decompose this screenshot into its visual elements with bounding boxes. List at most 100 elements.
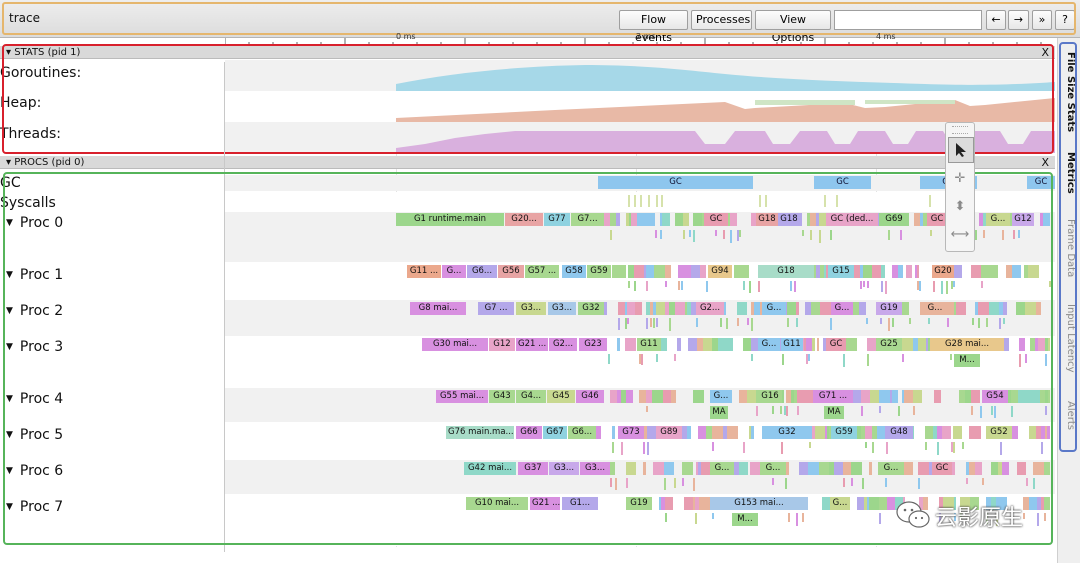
goroutine-slice[interactable]: G8 mai...	[410, 302, 466, 315]
goroutine-slice[interactable]: G19	[626, 497, 652, 510]
goroutine-slice[interactable]: G11	[637, 338, 661, 351]
goroutine-slice[interactable]: M...	[954, 354, 980, 367]
zoom-icon[interactable]: ⬍	[954, 199, 966, 214]
procs-close-button[interactable]: X	[1041, 156, 1049, 169]
goroutine-slice[interactable]: G...	[710, 462, 734, 475]
goroutine-slice[interactable]: GC	[932, 462, 952, 475]
goroutine-slice[interactable]: G55 mai...	[436, 390, 488, 403]
nav-left-button[interactable]: ←	[986, 10, 1006, 30]
goroutine-slice[interactable]: G94	[708, 265, 732, 278]
goroutine-slice[interactable]: G3...	[516, 302, 546, 315]
goroutine-slice[interactable]: GC	[826, 338, 846, 351]
mouse-mode-selector[interactable]: ✛ ⬍ ⟷	[945, 122, 975, 252]
pan-icon[interactable]: ✛	[954, 171, 966, 186]
goroutine-slice[interactable]: G6...	[467, 265, 497, 278]
help-button[interactable]: ?	[1055, 10, 1075, 30]
goroutine-slice[interactable]: G15	[828, 265, 854, 278]
goroutine-slice[interactable]: G23	[579, 338, 607, 351]
goroutine-slice[interactable]: G...	[920, 302, 950, 315]
goroutine-slice[interactable]: G46	[576, 390, 604, 403]
goroutine-slice[interactable]: G3...	[549, 462, 579, 475]
goroutine-slice[interactable]: G19	[876, 302, 902, 315]
nav-right-button[interactable]: →	[1008, 10, 1029, 30]
collapse-triangle-icon[interactable]: ▾	[6, 157, 15, 168]
goroutine-slice[interactable]: G73	[618, 426, 644, 439]
goroutine-slice[interactable]: G48	[885, 426, 913, 439]
goroutine-slice[interactable]: G42 mai...	[464, 462, 516, 475]
goroutine-slice[interactable]: G18	[756, 213, 778, 226]
stats-section-header[interactable]: ▾ STATS (pid 1) X	[0, 46, 1055, 59]
goroutine-slice[interactable]: G28 mai...	[930, 338, 1004, 351]
goroutine-slice[interactable]: MA	[824, 406, 844, 419]
goroutine-slice[interactable]: G11 ...	[407, 265, 441, 278]
proc-row-label[interactable]: ▼ Proc 1	[6, 267, 63, 283]
goroutine-slice[interactable]: G66	[516, 426, 542, 439]
goroutine-slice[interactable]: G1...	[562, 497, 598, 510]
goroutine-slice[interactable]: G45	[547, 390, 575, 403]
goroutine-slice[interactable]: G20...	[505, 213, 543, 226]
goroutine-slice[interactable]: G37	[518, 462, 548, 475]
timing-icon[interactable]: ⟷	[950, 227, 970, 242]
drag-handle-icon[interactable]	[952, 126, 968, 134]
goroutine-slice[interactable]: G56	[498, 265, 524, 278]
proc-row-label[interactable]: ▼ Proc 4	[6, 391, 63, 407]
expand-triangle-icon[interactable]: ▼	[6, 466, 13, 476]
goroutine-slice[interactable]: G57 ...	[525, 265, 559, 278]
goroutine-slice[interactable]: G43	[489, 390, 515, 403]
goroutine-slice[interactable]: G2...	[696, 302, 724, 315]
goroutine-slice[interactable]: G32	[762, 426, 812, 439]
goroutine-slice[interactable]: G2...	[549, 338, 577, 351]
tab-alerts[interactable]: Alerts	[1065, 401, 1076, 431]
goroutine-slice[interactable]: G3...	[580, 462, 610, 475]
goroutine-slice[interactable]: G7 ...	[478, 302, 514, 315]
goroutine-slice[interactable]: G67	[543, 426, 567, 439]
expand-triangle-icon[interactable]: ▼	[6, 430, 13, 440]
proc-row-label[interactable]: ▼ Proc 0	[6, 215, 63, 231]
gc-slice[interactable]: GC	[1027, 176, 1055, 189]
goroutine-slice[interactable]: G3...	[548, 302, 576, 315]
tab-input-latency[interactable]: Input Latency	[1065, 303, 1076, 373]
goroutine-slice[interactable]: G69	[879, 213, 909, 226]
procs-section-header[interactable]: ▾ PROCS (pid 0) X	[0, 156, 1055, 169]
collapse-triangle-icon[interactable]: ▾	[6, 47, 15, 58]
expand-triangle-icon[interactable]: ▼	[6, 342, 13, 352]
goroutine-slice[interactable]: G...	[762, 302, 786, 315]
goroutine-slice[interactable]: G25	[876, 338, 902, 351]
goroutine-slice[interactable]: G...	[710, 390, 732, 403]
expand-triangle-icon[interactable]: ▼	[6, 394, 13, 404]
goroutine-slice[interactable]: G153 mai...	[710, 497, 808, 510]
goroutine-slice[interactable]: G16	[758, 390, 782, 403]
goroutine-slice[interactable]: G59	[587, 265, 611, 278]
goroutine-slice[interactable]: GC (ded...	[826, 213, 878, 226]
expand-triangle-icon[interactable]: ▼	[6, 270, 13, 280]
goroutine-slice[interactable]: G12	[489, 338, 515, 351]
goroutine-slice[interactable]: G10 mai...	[466, 497, 528, 510]
goroutine-slice[interactable]: G...	[830, 497, 850, 510]
goroutine-slice[interactable]: G4...	[516, 390, 546, 403]
expand-triangle-icon[interactable]: ▼	[6, 306, 13, 316]
expand-triangle-icon[interactable]: ▼	[6, 502, 13, 512]
goroutine-slice[interactable]: GC	[927, 213, 947, 226]
goroutine-slice[interactable]: G30 mai...	[422, 338, 488, 351]
stats-close-button[interactable]: X	[1041, 46, 1049, 59]
goroutine-slice[interactable]: G...	[986, 213, 1010, 226]
goroutine-slice[interactable]: G54	[982, 390, 1008, 403]
goroutine-slice[interactable]: MA	[710, 406, 728, 419]
goroutine-slice[interactable]: G...	[442, 265, 466, 278]
goroutine-slice[interactable]: G32	[578, 302, 604, 315]
goroutine-slice[interactable]: G12	[1012, 213, 1034, 226]
goroutine-slice[interactable]: G59	[831, 426, 857, 439]
proc-row-label[interactable]: ▼ Proc 6	[6, 463, 63, 479]
tab-file-size-stats[interactable]: File Size Stats	[1065, 52, 1076, 133]
goroutine-slice[interactable]: G...	[878, 462, 904, 475]
goroutine-slice[interactable]: G11	[781, 338, 803, 351]
goroutine-slice[interactable]: G6...	[568, 426, 596, 439]
goroutine-slice[interactable]: G89	[656, 426, 682, 439]
goroutine-slice[interactable]: G52	[986, 426, 1012, 439]
expand-triangle-icon[interactable]: ▼	[6, 218, 13, 228]
select-pointer-icon[interactable]	[948, 137, 974, 163]
processes-button[interactable]: Processes	[691, 10, 752, 30]
goroutine-slice[interactable]: GC	[704, 213, 728, 226]
tab-metrics[interactable]: Metrics	[1065, 152, 1076, 194]
goroutine-slice[interactable]: G7...	[571, 213, 604, 226]
